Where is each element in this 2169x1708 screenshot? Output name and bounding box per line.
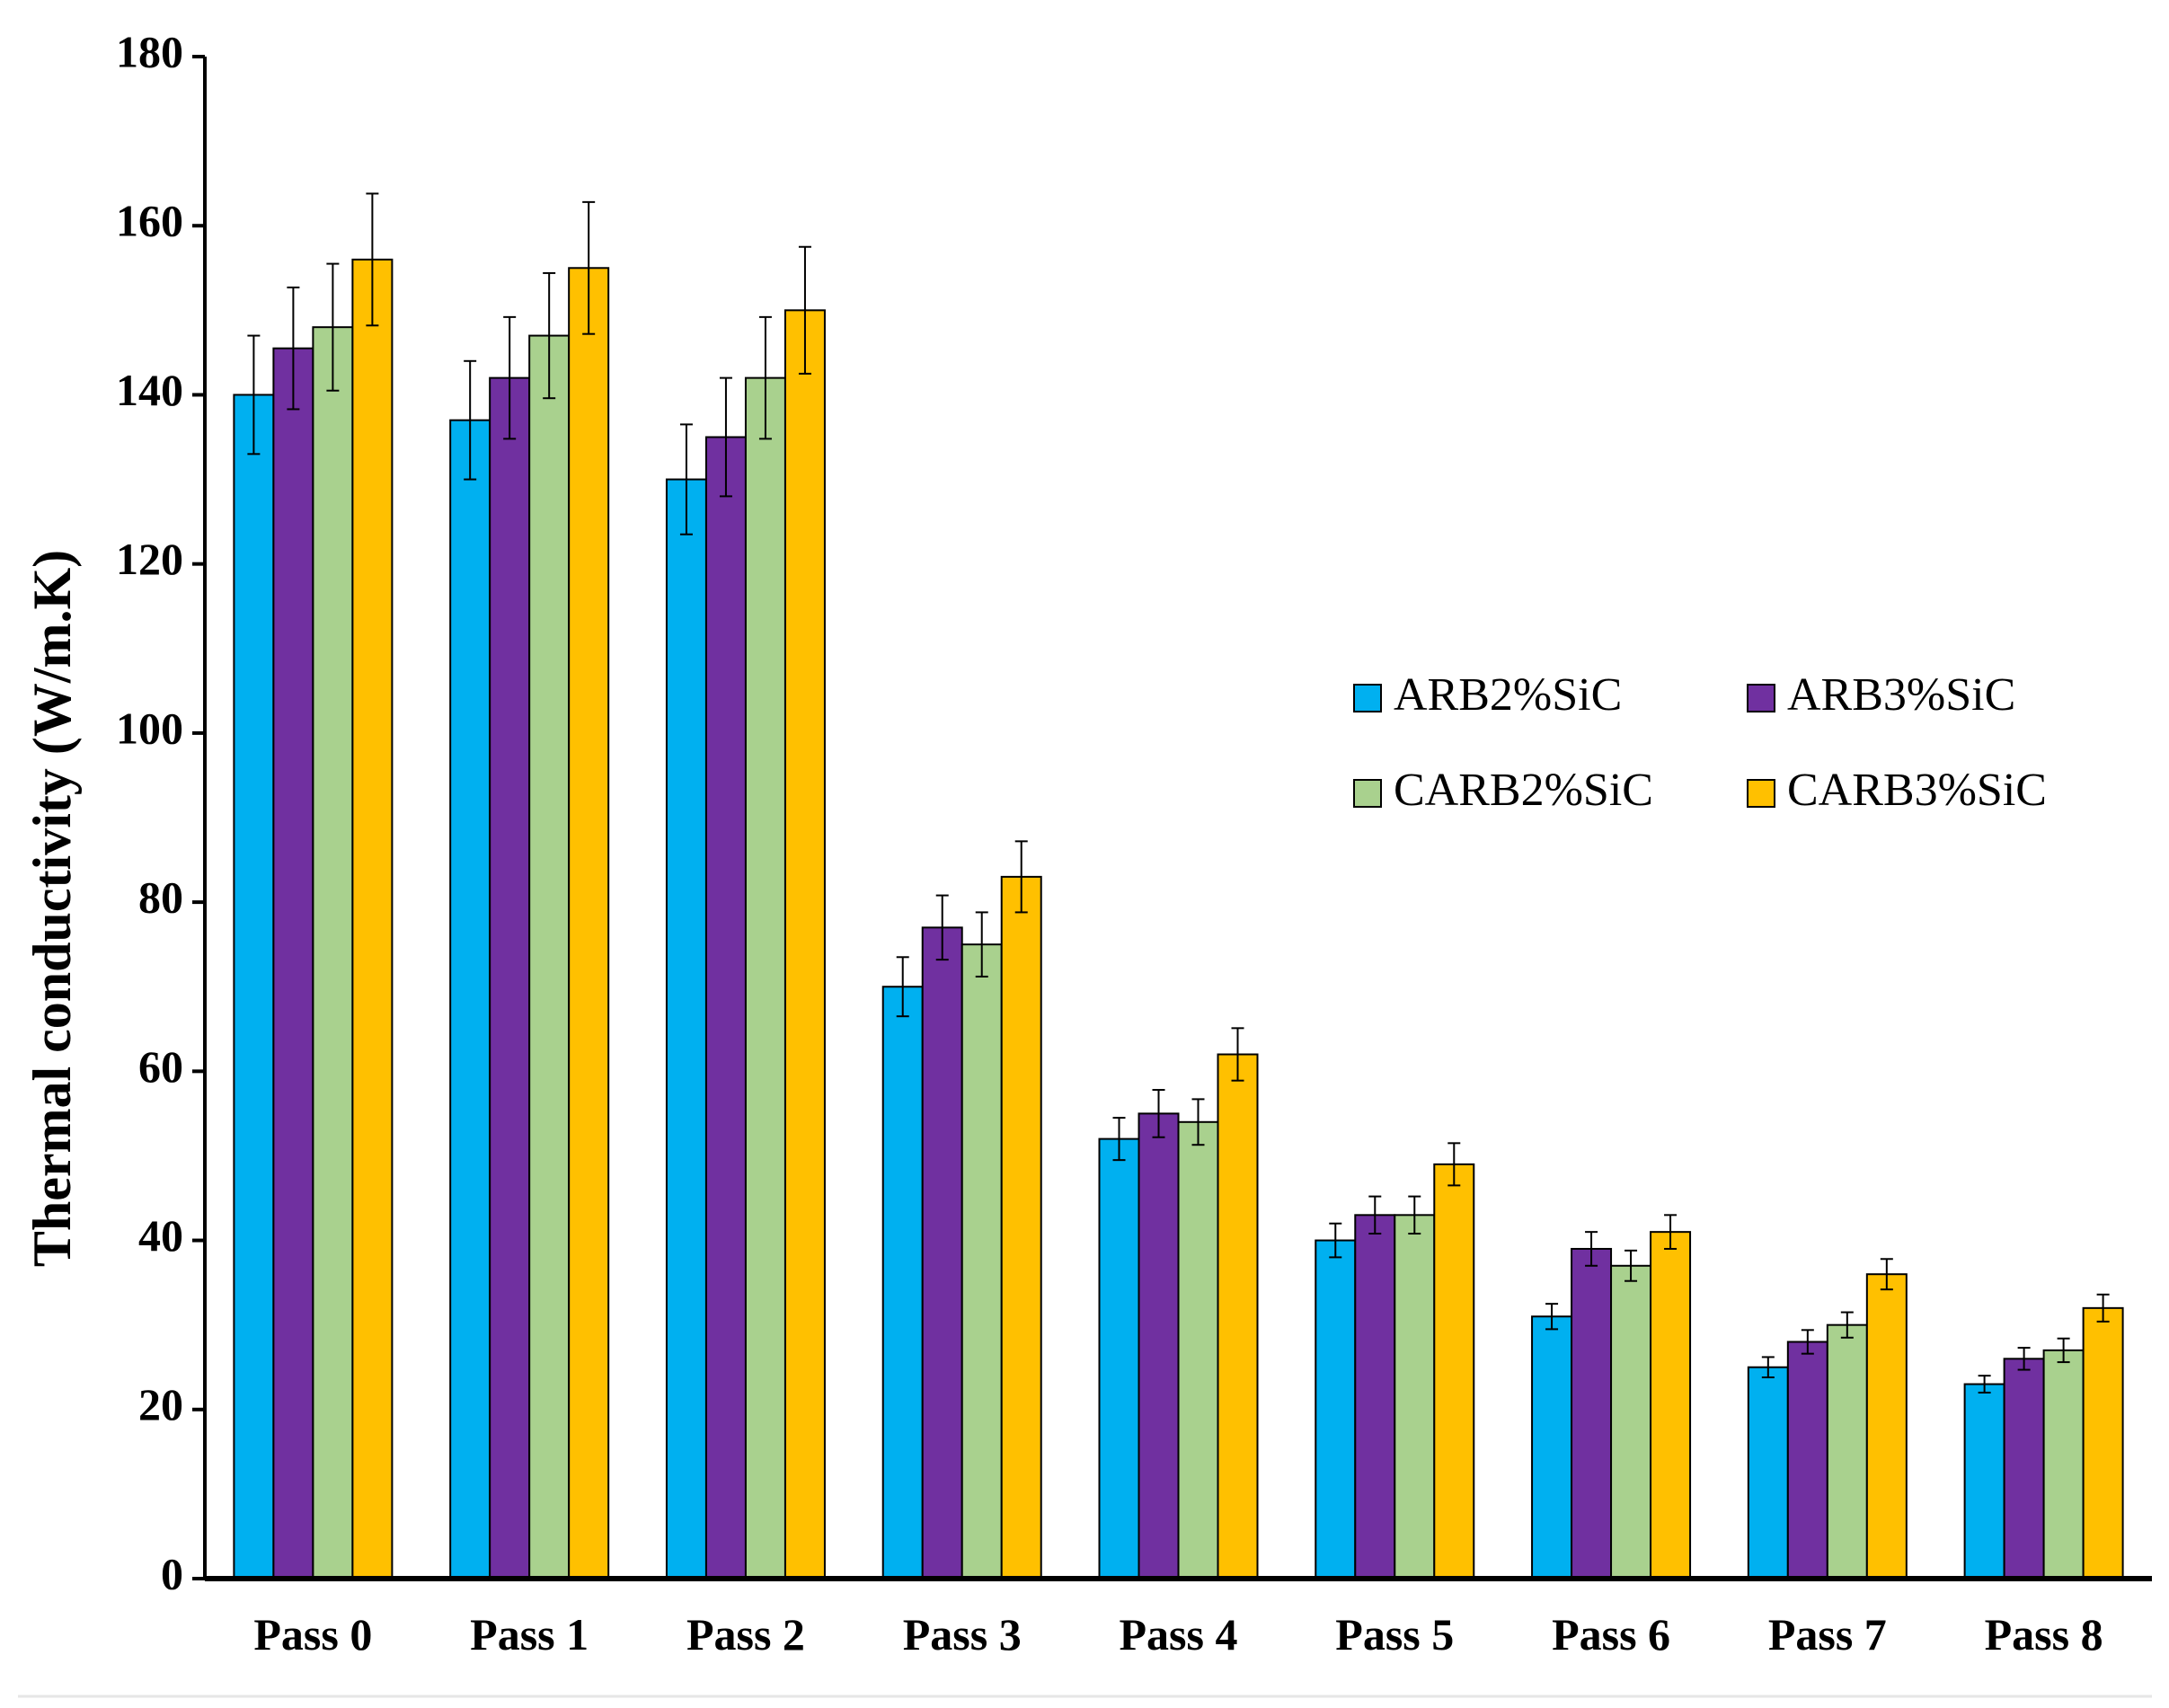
y-tick-label: 100 bbox=[116, 703, 183, 753]
bar-ARB2%SiC-Pass-7 bbox=[1747, 1366, 1789, 1580]
legend-item: CARB2%SiC bbox=[1353, 765, 1653, 816]
legend-item: CARB3%SiC bbox=[1747, 765, 2047, 816]
legend-item: ARB2%SiC bbox=[1353, 669, 1622, 721]
y-tick-label: 40 bbox=[138, 1210, 183, 1261]
bar-CARB2%SiC-Pass-1 bbox=[528, 334, 571, 1580]
x-tick-label: Pass 7 bbox=[1768, 1609, 1887, 1659]
x-tick-label: Pass 0 bbox=[253, 1609, 372, 1659]
bar-CARB2%SiC-Pass-3 bbox=[961, 943, 1003, 1580]
bar-CARB3%SiC-Pass-3 bbox=[1000, 875, 1042, 1580]
bar-ARB3%SiC-Pass-0 bbox=[272, 347, 314, 1580]
y-tick-label: 140 bbox=[116, 365, 183, 415]
bar-CARB2%SiC-Pass-7 bbox=[1826, 1323, 1868, 1580]
bar-CARB3%SiC-Pass-5 bbox=[1433, 1163, 1475, 1580]
bar-CARB3%SiC-Pass-8 bbox=[2082, 1306, 2124, 1580]
y-tick-label: 0 bbox=[161, 1548, 183, 1598]
bar-ARB3%SiC-Pass-2 bbox=[704, 436, 747, 1580]
bar-CARB3%SiC-Pass-2 bbox=[783, 309, 826, 1580]
x-tick-label: Pass 4 bbox=[1120, 1609, 1238, 1659]
bar-ARB2%SiC-Pass-2 bbox=[665, 478, 707, 1580]
bar-ARB3%SiC-Pass-6 bbox=[1571, 1247, 1613, 1580]
bar-CARB2%SiC-Pass-0 bbox=[312, 326, 354, 1580]
legend-item: ARB3%SiC bbox=[1747, 669, 2015, 721]
bar-CARB2%SiC-Pass-5 bbox=[1394, 1214, 1436, 1580]
y-tick-label: 60 bbox=[138, 1041, 183, 1092]
bar-CARB2%SiC-Pass-6 bbox=[1610, 1264, 1652, 1580]
x-tick-label: Pass 3 bbox=[903, 1609, 1022, 1659]
legend: ARB2%SiC ARB3%SiC CARB2%SiC CARB3%SiC bbox=[1353, 669, 2047, 816]
x-tick-label: Pass 1 bbox=[470, 1609, 589, 1659]
legend-label: CARB2%SiC bbox=[1394, 765, 1653, 816]
bar-ARB2%SiC-Pass-8 bbox=[1963, 1383, 2005, 1580]
x-tick-label: Pass 8 bbox=[1985, 1609, 2103, 1659]
bars-layer bbox=[233, 192, 2124, 1580]
bar-ARB3%SiC-Pass-7 bbox=[1786, 1341, 1828, 1580]
bar-CARB3%SiC-Pass-7 bbox=[1865, 1273, 1908, 1580]
bar-ARB2%SiC-Pass-3 bbox=[881, 986, 924, 1580]
bar-ARB3%SiC-Pass-4 bbox=[1138, 1112, 1180, 1580]
legend-label: CARB3%SiC bbox=[1787, 765, 2047, 816]
bar-ARB2%SiC-Pass-6 bbox=[1531, 1315, 1573, 1580]
y-tick-label: 120 bbox=[116, 534, 183, 584]
legend-label: ARB2%SiC bbox=[1394, 669, 1622, 721]
bar-ARB3%SiC-Pass-8 bbox=[2003, 1358, 2045, 1580]
bar-ARB3%SiC-Pass-5 bbox=[1354, 1214, 1396, 1580]
bar-CARB3%SiC-Pass-1 bbox=[568, 267, 610, 1580]
y-tick-label: 20 bbox=[138, 1379, 183, 1429]
bar-ARB2%SiC-Pass-5 bbox=[1315, 1239, 1357, 1580]
x-tick-label: Pass 5 bbox=[1335, 1609, 1454, 1659]
y-tick-label: 80 bbox=[138, 872, 183, 923]
bar-CARB3%SiC-Pass-4 bbox=[1217, 1053, 1259, 1580]
bar-ARB3%SiC-Pass-1 bbox=[489, 376, 531, 1580]
legend-swatch bbox=[1747, 779, 1775, 808]
bar-ARB2%SiC-Pass-4 bbox=[1098, 1137, 1140, 1580]
bar-CARB2%SiC-Pass-8 bbox=[2042, 1349, 2085, 1580]
legend-swatch bbox=[1353, 684, 1382, 712]
y-tick-label: 160 bbox=[116, 196, 183, 246]
bar-ARB2%SiC-Pass-1 bbox=[449, 419, 491, 1580]
bar-ARB2%SiC-Pass-0 bbox=[233, 394, 275, 1580]
bar-ARB3%SiC-Pass-3 bbox=[921, 926, 963, 1580]
bar-CARB3%SiC-Pass-6 bbox=[1650, 1231, 1692, 1580]
legend-label: ARB3%SiC bbox=[1787, 669, 2015, 721]
bar-CARB2%SiC-Pass-2 bbox=[744, 376, 786, 1580]
legend-swatch bbox=[1747, 684, 1775, 712]
y-tick-label: 180 bbox=[116, 26, 183, 76]
legend-swatch bbox=[1353, 779, 1382, 808]
x-tick-label: Pass 6 bbox=[1552, 1609, 1670, 1659]
axes-layer: Pass 0 Pass 1 Pass 2 Pass 3 Pass 4 Pass 5 Pass… bbox=[116, 26, 2152, 1659]
bar-CARB3%SiC-Pass-0 bbox=[351, 258, 394, 1580]
bar-CARB2%SiC-Pass-4 bbox=[1177, 1120, 1219, 1580]
y-axis-title: Thermal conductivity (W/m.K) bbox=[22, 550, 82, 1267]
x-tick-label: Pass 2 bbox=[686, 1609, 805, 1659]
